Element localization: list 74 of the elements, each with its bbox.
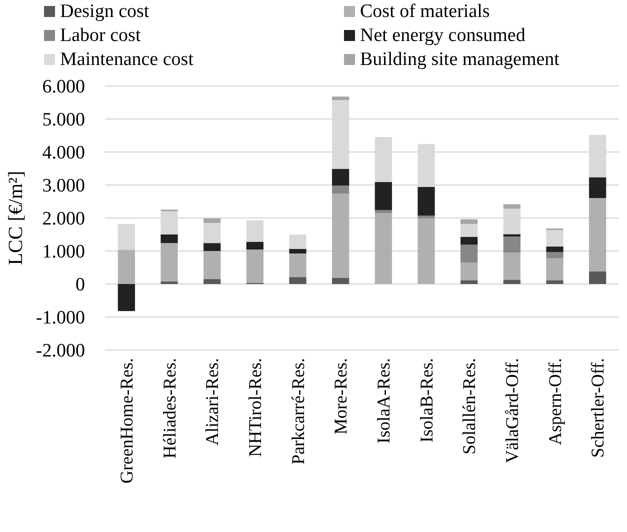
bar [503,204,520,209]
bar [546,252,564,258]
x-tick-label: Schertler-Off. [588,358,608,458]
bar [289,234,306,249]
bar [246,250,264,284]
y-tick-label: -2.000 [36,340,85,362]
bar [332,194,350,278]
bar [332,168,350,186]
bar [418,216,435,218]
y-tick-label: 5.000 [42,110,85,131]
bar [204,243,221,251]
bar [332,185,350,194]
bar [418,186,435,216]
x-tick-label: Solallén-Res. [459,358,480,454]
x-tick-label: IsolaB-Res. [416,358,436,442]
bar [204,222,221,244]
y-tick-label: 4.000 [42,142,85,164]
bar [460,219,478,224]
y-tick-label: 6.000 [42,76,85,98]
bar [546,230,564,247]
bar [546,258,564,280]
bar [246,242,264,250]
bar [503,252,520,280]
bar [289,248,306,254]
legend-label: Labor cost [60,25,142,46]
bar [118,250,135,284]
bar [118,224,135,250]
bar [546,280,564,284]
bar [204,251,221,280]
bar [332,96,350,100]
x-tick-label: Héliades-Res. [159,358,180,458]
legend-label: Maintenance cost [60,49,194,70]
bar [460,280,478,284]
bar [460,262,478,280]
x-tick-label: Aspern-Off. [544,358,565,446]
legend-label: Net energy consumed [360,25,526,46]
x-tick-label: Alizari-Res. [202,358,222,446]
bar [589,271,606,284]
y-tick-label: -1.000 [36,308,85,329]
bar [289,253,306,278]
bar [460,236,478,245]
x-tick-label: More-Res. [330,358,351,434]
bar [460,224,478,237]
bar [160,234,178,244]
x-tick-label: GreenHome-Res. [116,358,136,484]
x-tick-label: IsolaA-Res. [373,358,394,444]
x-tick-label: NHTirol-Res. [244,358,265,457]
legend-label: Building site management [360,49,560,70]
bar [503,280,520,284]
bar [204,279,221,284]
bar [246,220,264,242]
x-tick-label: VälaGård-Off. [502,358,522,464]
bar [503,236,520,252]
y-tick-label: 0 [76,274,85,296]
legend-label: Cost of materials [360,1,490,22]
x-tick-label: Parkcarré-Res. [288,358,308,464]
bar [332,278,350,284]
y-axis-title: LCC [€/m²] [5,170,27,266]
y-tick-label: 2.000 [42,208,85,230]
legend-label: Design cost [60,1,150,22]
bar [118,284,135,312]
bar [589,177,606,198]
y-tick-label: 3.000 [42,176,85,197]
bar [160,243,178,282]
bar [589,198,606,272]
y-tick-label: 1.000 [42,242,85,263]
bar [374,210,392,214]
bar [418,218,435,284]
bar [204,218,221,223]
bar [289,277,306,284]
bar [460,244,478,263]
bar [374,213,392,284]
bar [546,246,564,252]
bar [374,182,392,210]
